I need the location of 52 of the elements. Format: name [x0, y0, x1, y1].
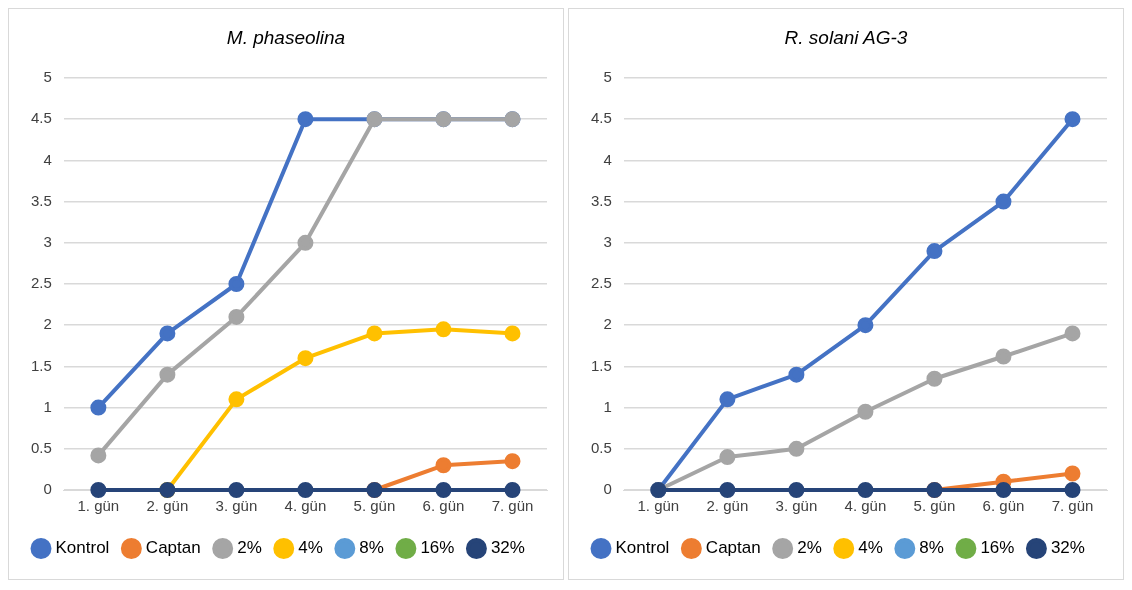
x-tick-label: 7. gün — [1051, 497, 1094, 515]
legend-label: 2% — [237, 538, 262, 558]
legend-label: Captan — [145, 538, 201, 558]
y-tick-label: 4 — [603, 150, 612, 168]
y-tick-label: 2.5 — [30, 274, 52, 292]
legend-label: Kontrol — [55, 538, 110, 558]
y-tick-label: 3 — [43, 232, 52, 250]
x-tick-label: 6. gün — [422, 497, 465, 515]
y-tick-label: 0 — [603, 480, 612, 498]
x-tick-label: 6. gün — [982, 497, 1025, 515]
y-tick-label: 1.5 — [30, 356, 52, 374]
x-tick-label: 1. gün — [637, 497, 680, 515]
legend-label: Captan — [705, 538, 761, 558]
y-tick-label: 4.5 — [30, 109, 52, 127]
y-tick-label: 4.5 — [590, 109, 612, 127]
legend-label: 32% — [490, 538, 525, 558]
chart-title: R. solani AG-3 — [783, 26, 909, 50]
x-tick-label: 2. gün — [706, 497, 749, 515]
x-tick-label: 5. gün — [353, 497, 396, 515]
y-tick-label: 0 — [43, 480, 52, 498]
x-tick-label: 7. gün — [491, 497, 534, 515]
x-tick-label: 2. gün — [146, 497, 189, 515]
y-tick-label: 0.5 — [30, 438, 52, 456]
legend-label: 16% — [420, 538, 455, 558]
x-tick-label: 4. gün — [284, 497, 327, 515]
y-tick-label: 3 — [603, 232, 612, 250]
y-tick-label: 2.5 — [590, 274, 612, 292]
y-tick-label: 1 — [603, 397, 612, 415]
legend-label: 32% — [1050, 538, 1085, 558]
legend-label: 2% — [797, 538, 822, 558]
y-tick-label: 3.5 — [590, 191, 612, 209]
y-tick-label: 0.5 — [590, 438, 612, 456]
legend-label: 4% — [298, 538, 323, 558]
x-tick-label: 4. gün — [844, 497, 887, 515]
chart-title: M. phaseolina — [225, 26, 347, 50]
y-tick-label: 5 — [603, 68, 612, 86]
y-tick-label: 5 — [43, 68, 52, 86]
x-tick-label: 1. gün — [77, 497, 120, 515]
legend-label: 8% — [359, 538, 384, 558]
legend-label: 8% — [919, 538, 944, 558]
y-tick-label: 2 — [603, 315, 612, 333]
y-tick-label: 2 — [43, 315, 52, 333]
legend-label: 16% — [980, 538, 1015, 558]
x-tick-label: 3. gün — [775, 497, 818, 515]
y-tick-label: 4 — [43, 150, 52, 168]
y-tick-label: 1 — [43, 397, 52, 415]
x-tick-label: 5. gün — [913, 497, 956, 515]
x-tick-label: 3. gün — [215, 497, 258, 515]
y-tick-label: 3.5 — [30, 191, 52, 209]
legend-label: 4% — [858, 538, 883, 558]
y-tick-label: 1.5 — [590, 356, 612, 374]
legend-label: Kontrol — [615, 538, 670, 558]
